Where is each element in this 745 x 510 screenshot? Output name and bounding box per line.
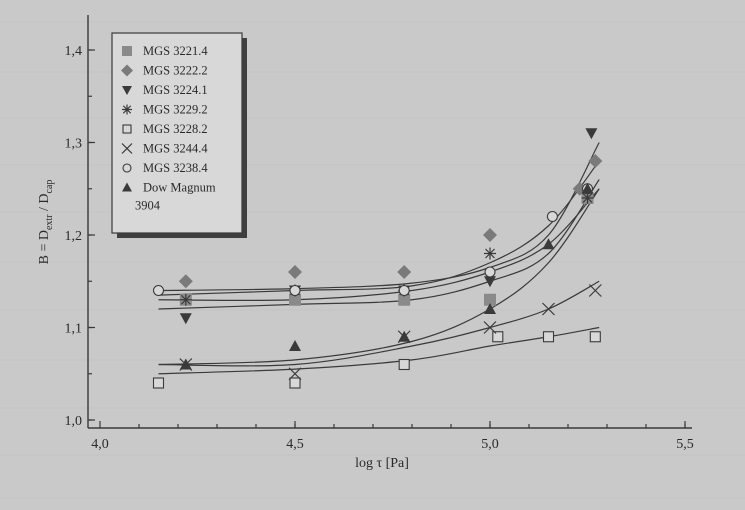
data-point-triangle-down [179, 313, 192, 325]
y-label-part: B = D [37, 230, 52, 264]
x-tick-label: 4,0 [91, 437, 109, 452]
legend-entry: MGS 3224.1 [143, 83, 208, 97]
data-point-square-filled [122, 46, 132, 56]
data-point-diamond-filled [483, 228, 497, 242]
data-point-cross [542, 302, 555, 316]
data-point-square-open [542, 331, 555, 343]
data-point-cross [288, 367, 302, 381]
data-point-circle-open [484, 266, 496, 278]
y-label-sub: cap [44, 180, 55, 194]
y-tick-label: 1,0 [65, 414, 83, 429]
data-point-circle-open [289, 284, 301, 297]
data-point-diamond-filled [588, 154, 603, 168]
data-point-asterisk [122, 104, 132, 115]
data-point-square-filled [398, 293, 411, 306]
y-tick-label: 1,3 [65, 137, 83, 152]
data-point-circle-open [152, 284, 165, 297]
data-point-square-filled [484, 293, 496, 306]
legend-entry: MGS 3229.2 [143, 103, 208, 117]
data-point-triangle-up [484, 303, 496, 314]
y-label-sub: extr [44, 214, 55, 230]
data-markers [152, 128, 603, 389]
data-point-square-open [122, 124, 132, 134]
y-label-part: / D [37, 194, 52, 215]
data-point-diamond-filled [178, 274, 193, 289]
axes [87, 15, 692, 429]
trend-curve [158, 142, 600, 292]
data-point-circle-open [546, 210, 558, 223]
data-point-asterisk [581, 192, 594, 204]
legend-entry: MGS 3228.2 [143, 122, 208, 136]
data-point-triangle-up [179, 358, 192, 370]
data-point-diamond-filled [121, 64, 133, 77]
data-point-square-open [589, 331, 601, 343]
data-point-triangle-up [289, 340, 301, 351]
trend-curve [158, 326, 600, 375]
legend-entry: MGS 3221.4 [143, 44, 208, 58]
data-point-triangle-up [542, 238, 555, 250]
data-point-triangle-down [484, 276, 496, 288]
x-tick-label: 5,5 [676, 437, 694, 452]
data-point-diamond-filled [397, 265, 412, 279]
trend-curve [158, 188, 600, 366]
data-point-square-open [152, 377, 165, 389]
series [152, 331, 601, 389]
data-point-cross [121, 143, 133, 154]
y-tick-label: 1,4 [65, 44, 83, 59]
data-point-triangle-up [122, 182, 132, 192]
legend: MGS 3221.4 MGS 3222.2 MGS 3224.1 MGS 3229.2… [111, 32, 247, 238]
legend-entry: MGS 3238.4 [143, 161, 208, 175]
data-point-square-open [492, 331, 504, 343]
y-tick-label: 1,1 [65, 322, 83, 337]
legend-entry: Dow Magnum 3904 [135, 181, 216, 213]
legend-entry: MGS 3222.2 [143, 64, 208, 78]
data-point-triangle-down [122, 86, 132, 95]
x-axis-label: log τ [Pa] [355, 456, 409, 471]
y-axis-label: B = Dextr / Dcap [37, 180, 55, 265]
series [179, 182, 594, 370]
legend-box [111, 32, 243, 234]
data-point-square-filled [289, 293, 301, 306]
legend-entry: MGS 3244.4 [143, 142, 208, 156]
x-tick-label: 4,5 [286, 437, 304, 452]
y-tick-label: 1,2 [65, 229, 83, 244]
data-point-cross [588, 284, 602, 297]
data-point-cross [483, 321, 497, 334]
data-point-triangle-up [398, 330, 411, 342]
data-point-triangle-down [585, 128, 598, 140]
x-tick-label: 5,0 [481, 437, 499, 452]
data-point-diamond-filled [288, 265, 302, 279]
data-point-square-open [289, 377, 301, 389]
data-point-circle-open [398, 284, 410, 297]
data-point-triangle-up [581, 182, 594, 194]
ticks: 4,0 4,5 5,0 5,5 1,0 1,1 1,2 1,3 1,4 [65, 44, 694, 452]
data-point-circle-open [122, 163, 132, 173]
data-point-asterisk [179, 293, 192, 306]
data-point-asterisk [484, 247, 496, 260]
data-point-square-open [398, 358, 410, 371]
